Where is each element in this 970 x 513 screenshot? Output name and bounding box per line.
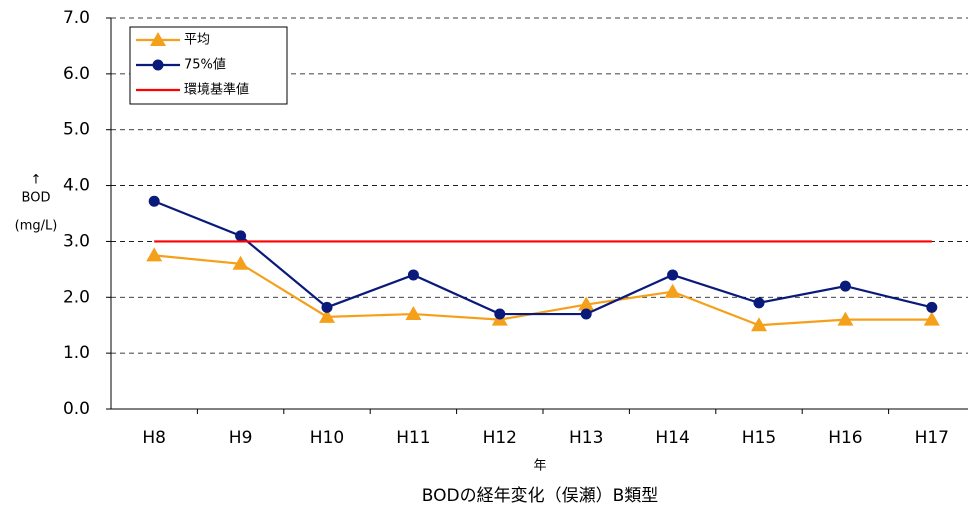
y-tick-label: 6.0 xyxy=(63,64,90,84)
x-tick-label: H14 xyxy=(655,428,689,448)
marker xyxy=(926,301,938,313)
marker xyxy=(319,308,335,323)
x-tick-label: H8 xyxy=(142,428,166,448)
x-tick-label: H10 xyxy=(310,428,344,448)
x-axis-label: 年 xyxy=(533,459,546,474)
marker xyxy=(150,32,166,46)
marker xyxy=(580,308,592,320)
x-tick-label: H15 xyxy=(742,428,776,448)
y-tick-label: 4.0 xyxy=(63,176,90,196)
marker xyxy=(405,306,422,321)
marker xyxy=(837,311,854,326)
marker xyxy=(235,230,247,242)
x-tick-label: H11 xyxy=(396,428,430,448)
y-tick-label: 5.0 xyxy=(63,120,90,140)
marker xyxy=(667,269,679,281)
x-tick-label: H17 xyxy=(915,428,949,448)
x-tick-label: H12 xyxy=(483,428,517,448)
marker xyxy=(152,59,164,71)
y-axis-label: (mg/L) xyxy=(15,219,58,234)
y-tick-label: 7.0 xyxy=(63,8,90,28)
series-line xyxy=(153,200,933,316)
y-tick-label: 1.0 xyxy=(63,343,90,363)
marker xyxy=(494,308,506,320)
y-tick-label: 3.0 xyxy=(63,231,90,251)
y-axis-label: ↑ xyxy=(31,173,42,188)
marker xyxy=(578,296,595,311)
marker xyxy=(407,269,419,281)
y-tick-label: 2.0 xyxy=(63,287,90,307)
marker xyxy=(839,280,851,292)
marker xyxy=(751,317,767,332)
x-tick-label: H9 xyxy=(229,428,253,448)
legend-label: 75%値 xyxy=(184,57,226,73)
legend-label: 環境基準値 xyxy=(184,82,249,98)
marker xyxy=(148,195,160,207)
marker xyxy=(664,283,681,298)
y-tick-label: 0.0 xyxy=(63,399,90,419)
marker xyxy=(232,255,249,270)
x-tick-label: H16 xyxy=(828,428,862,448)
x-tick-label: H13 xyxy=(569,428,603,448)
y-axis-label: BOD xyxy=(22,191,51,206)
series-line xyxy=(154,254,932,327)
chart-title: BODの経年変化（俣瀬）B類型 xyxy=(422,486,659,506)
marker xyxy=(321,301,333,313)
marker xyxy=(923,311,940,326)
marker xyxy=(146,247,163,262)
legend-label: 平均 xyxy=(184,33,210,48)
marker xyxy=(753,297,765,309)
